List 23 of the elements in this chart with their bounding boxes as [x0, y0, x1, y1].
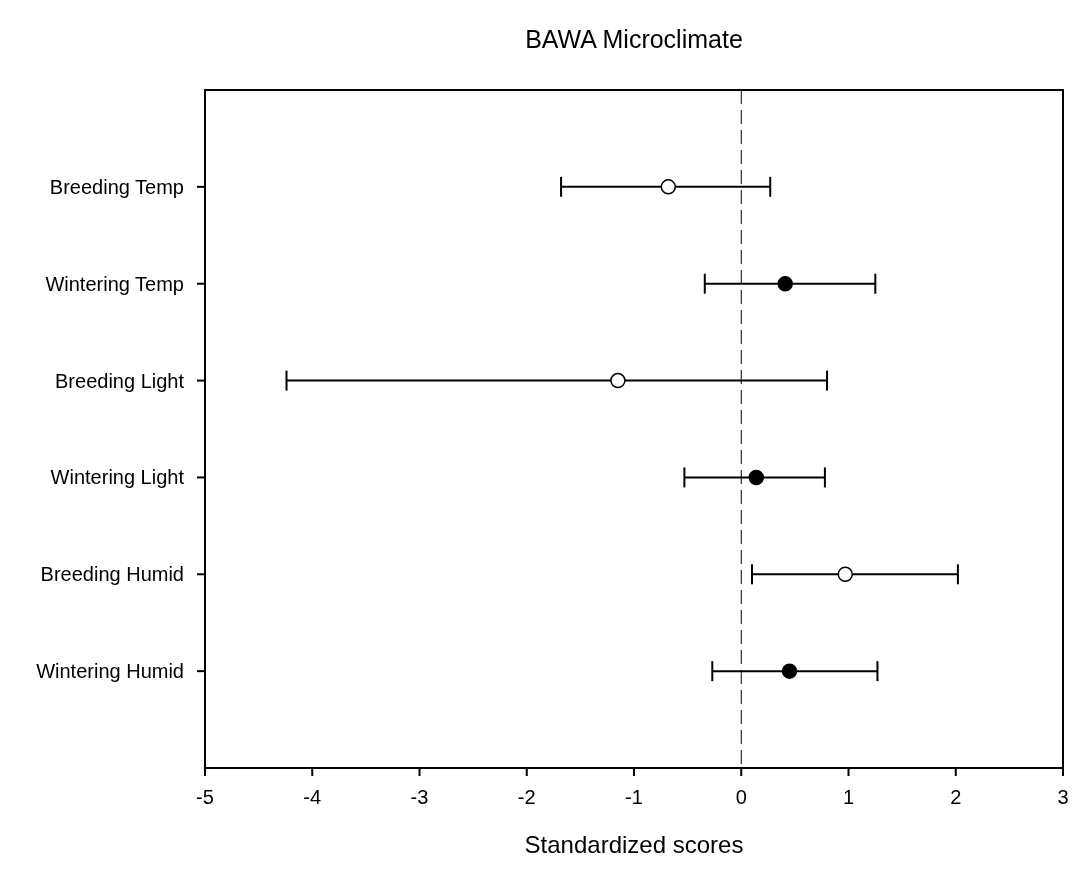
chart-title: BAWA Microclimate	[525, 25, 743, 53]
x-tick-label: -5	[196, 786, 214, 808]
x-tick-label: -3	[410, 786, 429, 808]
point	[660, 179, 677, 195]
point	[777, 275, 793, 292]
x-tick-label: -2	[517, 786, 536, 808]
x-tick-label: 0	[735, 786, 747, 808]
x-axis-title: Standardized scores	[524, 831, 744, 858]
point	[781, 663, 798, 679]
y-tick-label: Wintering Light	[50, 466, 185, 489]
x-tick-label: 2	[950, 786, 962, 808]
x-tick-label: 3	[1057, 786, 1069, 808]
x-tick-label: -1	[625, 786, 643, 808]
x-tick-label: -4	[303, 786, 322, 808]
y-tick-label: Wintering Humid	[36, 660, 184, 683]
point	[837, 566, 854, 583]
x-tick-label: 1	[842, 786, 855, 808]
point	[610, 372, 626, 389]
y-tick-label: Wintering Temp	[45, 272, 184, 295]
y-tick-label: Breeding Light	[55, 369, 185, 392]
point	[748, 469, 765, 486]
y-tick-label: Breeding Temp	[49, 175, 184, 198]
y-tick-label: Breeding Humid	[40, 563, 184, 586]
